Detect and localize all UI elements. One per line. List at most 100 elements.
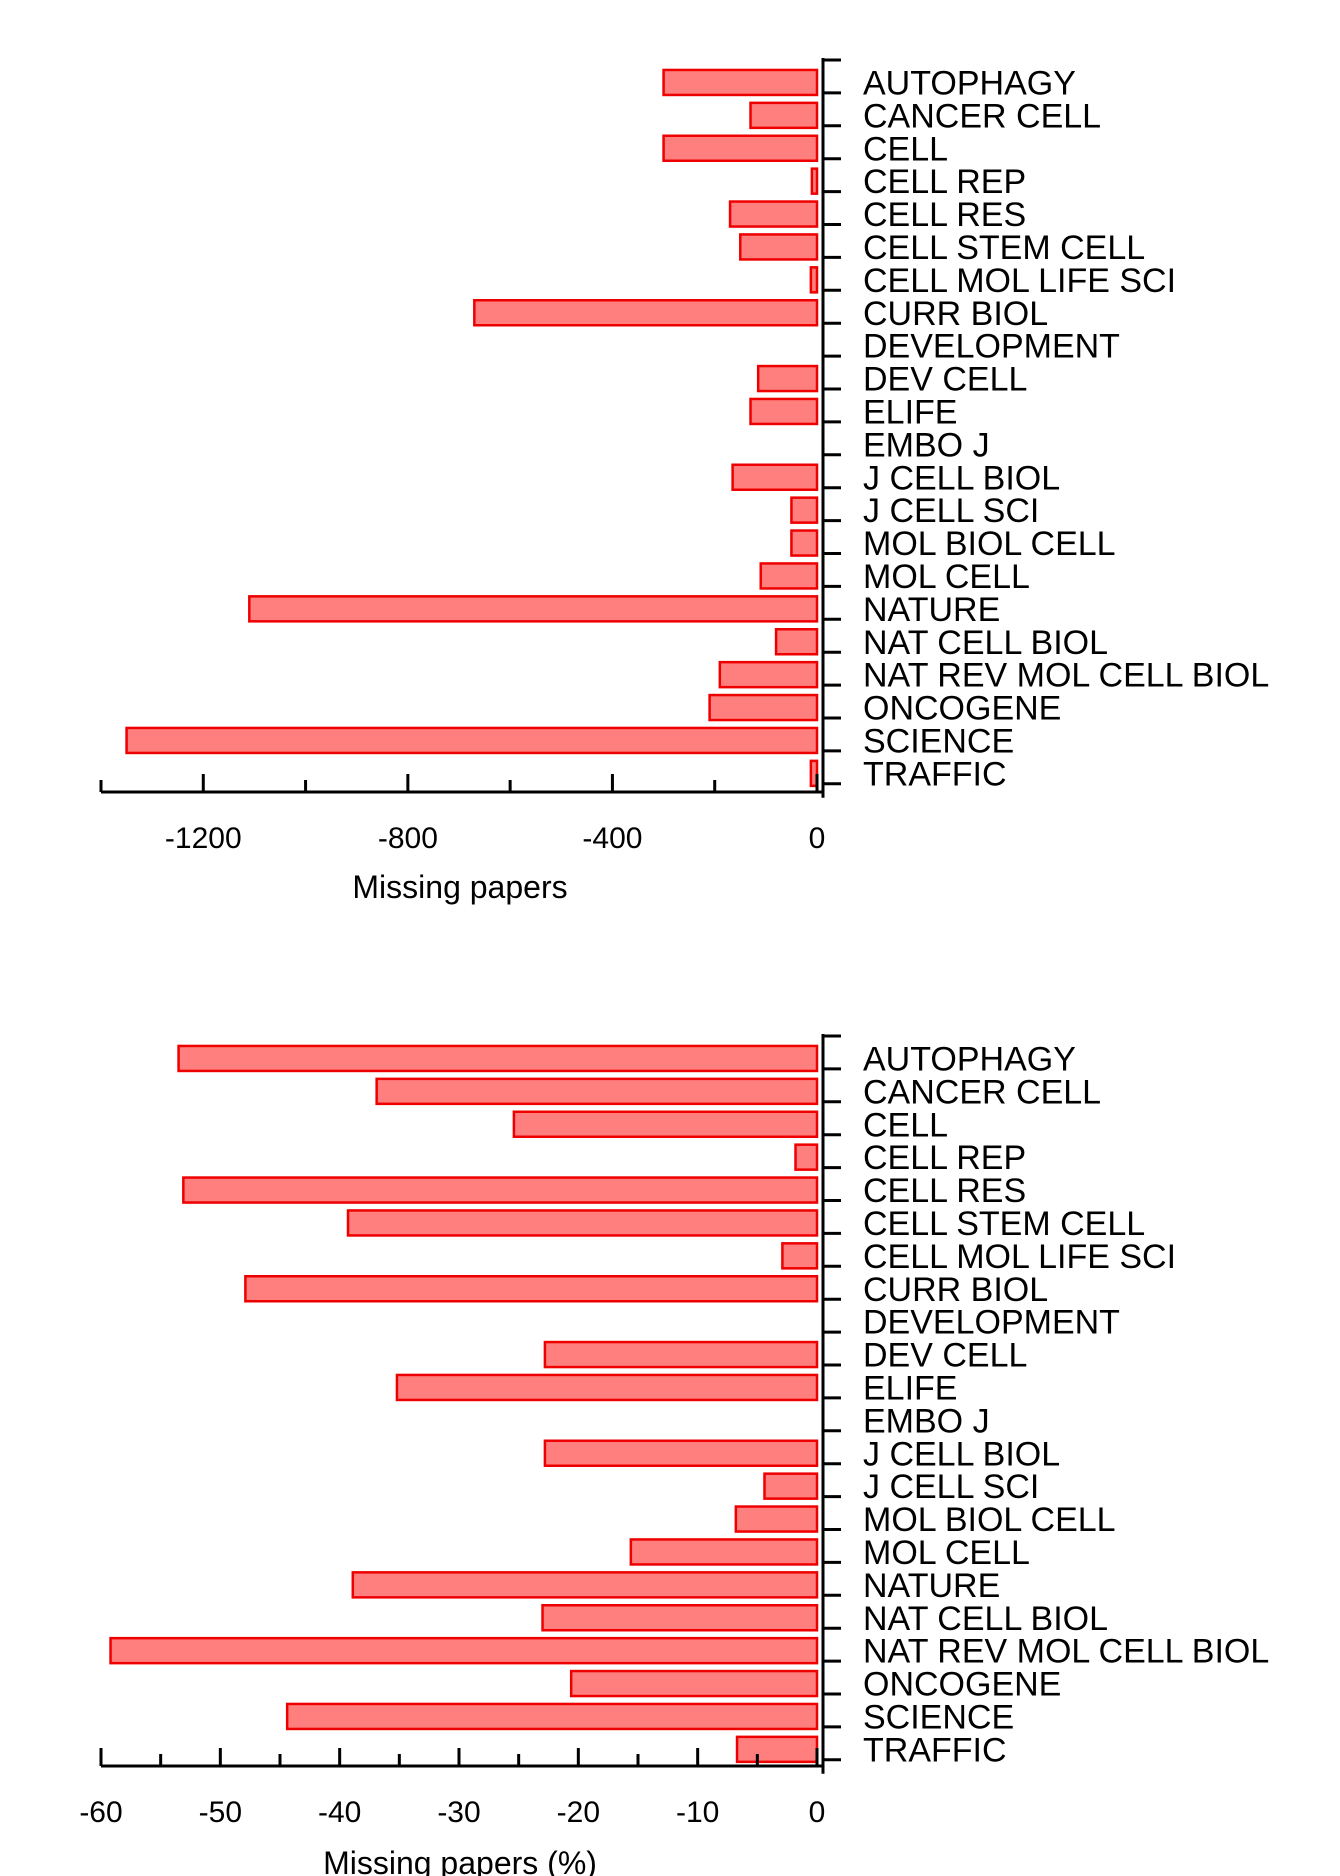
bar-cell-rep: [810, 167, 819, 195]
x-tick-label: -800: [378, 822, 438, 855]
category-label: SCIENCE: [863, 1698, 1014, 1736]
category-label: CELL MOL LIFE SCI: [863, 262, 1176, 300]
bar-nat-rev-mol-cell-biol: [109, 1636, 819, 1665]
category-label: CANCER CELL: [863, 97, 1101, 135]
x-tick-label: -1200: [165, 822, 242, 855]
bar-cancer-cell: [375, 1077, 819, 1106]
bar-mol-biol-cell: [790, 529, 819, 557]
x-tick-label: -60: [79, 1796, 122, 1829]
category-label: J CELL BIOL: [863, 1435, 1060, 1473]
category-label: J CELL BIOL: [863, 459, 1060, 497]
category-label: CELL RES: [863, 1172, 1026, 1210]
bar-mol-cell: [629, 1538, 819, 1566]
bar-dev-cell: [756, 364, 819, 393]
bar-cancer-cell: [749, 101, 819, 130]
category-label: EMBO J: [863, 426, 990, 464]
category-label: NATURE: [863, 591, 1000, 629]
category-label: CELL: [863, 1106, 948, 1144]
bar-cell-stem-cell: [346, 1209, 819, 1237]
category-label: AUTOPHAGY: [863, 64, 1076, 102]
category-label: MOL CELL: [863, 558, 1030, 596]
bar-cell-res: [728, 200, 819, 228]
bar-traffic: [809, 759, 819, 788]
x-axis-title: Missing papers (%): [323, 1845, 597, 1876]
x-tick-label: -20: [557, 1796, 600, 1829]
bar-cell-mol-life-sci: [781, 1242, 819, 1270]
category-label: EMBO J: [863, 1402, 990, 1440]
x-tick-label: -10: [676, 1796, 719, 1829]
category-label: NAT REV MOL CELL BIOL: [863, 1633, 1269, 1671]
bar-cell-stem-cell: [739, 233, 819, 261]
bar-cell-mol-life-sci: [809, 266, 819, 294]
x-axis-title: Missing papers: [352, 869, 567, 905]
category-label: J CELL SCI: [863, 492, 1039, 530]
bar-mol-biol-cell: [734, 1505, 819, 1533]
bar-nat-rev-mol-cell-biol: [718, 660, 819, 689]
bar-elife: [749, 397, 819, 426]
bar-nat-cell-biol: [774, 628, 819, 656]
category-label: ELIFE: [863, 393, 957, 431]
bar-oncogene: [569, 1669, 819, 1698]
bar-cell: [662, 134, 819, 162]
category-label: DEV CELL: [863, 1337, 1027, 1375]
bar-cell-res: [182, 1176, 819, 1204]
category-label: TRAFFIC: [863, 755, 1007, 793]
x-tick-label: 0: [809, 1796, 826, 1829]
bar-nat-cell-biol: [541, 1604, 819, 1632]
x-tick-label: -30: [437, 1796, 480, 1829]
category-label: MOL BIOL CELL: [863, 525, 1116, 563]
category-label: NATURE: [863, 1567, 1000, 1605]
bar-science: [125, 726, 819, 755]
category-label: CURR BIOL: [863, 1271, 1048, 1309]
bar-mol-cell: [759, 562, 819, 590]
category-label: J CELL SCI: [863, 1468, 1039, 1506]
category-label: NAT CELL BIOL: [863, 624, 1108, 662]
category-label: CANCER CELL: [863, 1073, 1101, 1111]
category-label: AUTOPHAGY: [863, 1040, 1076, 1078]
category-label: ONCOGENE: [863, 690, 1061, 728]
x-tick-label: -50: [199, 1796, 242, 1829]
category-label: CELL: [863, 130, 948, 168]
bar-group: [125, 68, 819, 788]
bar-curr-biol: [473, 299, 819, 327]
category-label: DEVELOPMENT: [863, 1304, 1120, 1342]
x-axis: -1200 -800 -400 0: [99, 774, 826, 855]
category-label: ELIFE: [863, 1369, 957, 1407]
bar-oncogene: [708, 693, 819, 722]
category-label: ONCOGENE: [863, 1666, 1061, 1704]
bar-j-cell-sci: [790, 496, 819, 524]
x-tick-label: -40: [318, 1796, 361, 1829]
bar-curr-biol: [244, 1275, 819, 1303]
category-label: CELL MOL LIFE SCI: [863, 1238, 1176, 1276]
category-label: CELL STEM CELL: [863, 1205, 1145, 1243]
bar-science: [285, 1702, 819, 1731]
x-tick-label: 0: [809, 822, 826, 855]
bar-nature: [248, 595, 819, 623]
bar-group: [109, 1044, 819, 1764]
category-label: CELL REP: [863, 163, 1026, 201]
bar-j-cell-biol: [543, 1439, 819, 1467]
category-label: SCIENCE: [863, 722, 1014, 760]
bar-cell-rep: [794, 1143, 819, 1171]
bar-autophagy: [177, 1044, 819, 1073]
x-axis: -60 -50 -40 -30 -20 -10 0: [79, 1748, 825, 1829]
category-label: MOL CELL: [863, 1534, 1030, 1572]
bar-j-cell-sci: [763, 1472, 819, 1500]
category-label: NAT REV MOL CELL BIOL: [863, 657, 1269, 695]
bar-dev-cell: [543, 1340, 819, 1369]
bar-j-cell-biol: [731, 463, 819, 491]
category-label: CELL STEM CELL: [863, 229, 1145, 267]
category-label: CURR BIOL: [863, 295, 1048, 333]
bar-nature: [351, 1571, 819, 1599]
x-tick-label: -400: [582, 822, 642, 855]
bar-traffic: [735, 1735, 819, 1764]
category-label: MOL BIOL CELL: [863, 1501, 1116, 1539]
category-label: NAT CELL BIOL: [863, 1600, 1108, 1638]
category-label: TRAFFIC: [863, 1731, 1007, 1769]
category-label: DEVELOPMENT: [863, 328, 1120, 366]
